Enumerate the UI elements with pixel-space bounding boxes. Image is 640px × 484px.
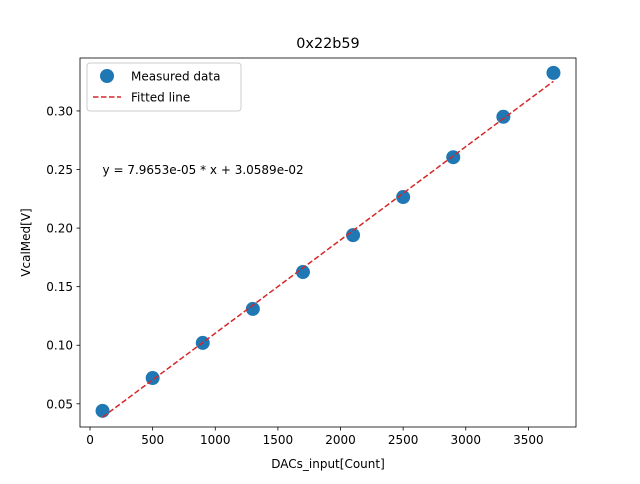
x-tick-label: 1000 [200,433,231,447]
plot-area [95,65,561,418]
x-axis-label: DACs_input[Count] [271,457,385,471]
y-tick-label: 0.15 [46,280,73,294]
x-tick-label: 1500 [263,433,294,447]
y-axis: 0.05 0.10 0.15 0.20 0.25 0.30 [46,104,80,411]
y-axis-label: VcalMed[V] [19,208,33,276]
legend: Measured data Fitted line [86,62,242,112]
axes-frame [79,57,577,428]
y-tick-label: 0.10 [46,339,73,353]
legend-box [86,62,242,112]
measured-data-point [546,65,561,80]
x-axis: 0 500 1000 1500 2000 2500 3000 3500 [86,427,544,447]
measured-data-point [496,109,511,124]
legend-label-measured-data: Measured data [131,70,220,84]
y-tick-label: 0.20 [46,222,73,236]
measured-data-point [245,301,260,316]
chart-title: 0x22b59 [296,36,359,52]
x-tick-label: 2000 [325,433,356,447]
measured-data-point [295,265,310,280]
y-tick-label: 0.25 [46,163,73,177]
measured-data-point [346,228,361,243]
measured-data-point [396,190,411,205]
measured-data-point [145,371,160,386]
x-tick-label: 0 [86,433,94,447]
x-tick-label: 2500 [388,433,419,447]
fit-equation-annotation: y = 7.9653e-05 * x + 3.0589e-02 [103,163,304,177]
y-tick-label: 0.30 [46,104,73,118]
x-tick-label: 3000 [451,433,482,447]
y-tick-label: 0.05 [46,397,73,411]
legend-label-fitted-line: Fitted line [131,91,190,105]
x-tick-label: 3500 [513,433,544,447]
fitted-line [102,80,554,418]
legend-marker-measured-data [100,69,114,83]
measured-data-point [95,403,110,418]
x-tick-label: 500 [141,433,164,447]
